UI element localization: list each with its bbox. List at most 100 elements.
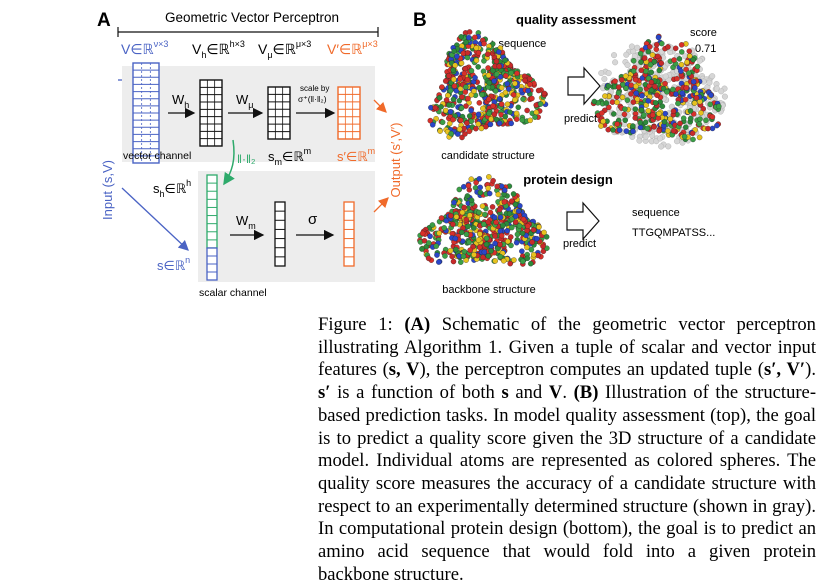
atom [446, 102, 452, 108]
atom [645, 98, 652, 104]
atom [496, 206, 503, 213]
atom [467, 212, 473, 219]
atom [476, 176, 483, 182]
atom [473, 57, 480, 64]
atom [504, 227, 511, 234]
atom [466, 239, 472, 246]
atom [512, 201, 519, 208]
atom [708, 92, 714, 98]
atom [486, 174, 492, 180]
atom [543, 234, 550, 240]
atom [468, 176, 475, 182]
atom [500, 258, 507, 264]
norm-arrow [223, 139, 235, 186]
atom [630, 57, 637, 64]
atom [452, 62, 458, 69]
figure-caption: Figure 1: (A) Schematic of the geometric… [318, 314, 816, 586]
atom [653, 46, 660, 53]
atom [683, 124, 689, 130]
atom [591, 98, 598, 105]
panel-a-letter: A [97, 10, 111, 31]
atom [472, 34, 478, 41]
atom [634, 96, 640, 102]
atom [527, 76, 533, 82]
atom [605, 83, 612, 89]
matrix-frame [337, 86, 361, 140]
atom [639, 93, 645, 99]
atom [498, 232, 505, 239]
reference-atom [611, 52, 618, 59]
predict-arrow-1 [567, 66, 601, 106]
atom [485, 65, 491, 71]
atom [468, 67, 475, 74]
atom [515, 208, 522, 214]
atom [475, 121, 481, 127]
atom [436, 230, 442, 236]
atom [641, 55, 648, 61]
atom [461, 248, 468, 255]
atom [632, 76, 639, 83]
reference-atom [605, 70, 612, 77]
s-m-label: sm∈ℝm [268, 146, 311, 167]
plus-sequence: + sequence [489, 38, 546, 50]
atom [437, 128, 443, 134]
atom [622, 117, 628, 123]
atom [655, 53, 661, 60]
v-out-label: V′∈ℝμ×3 [327, 39, 378, 57]
atom [465, 223, 471, 230]
atom [466, 29, 473, 35]
atom [485, 96, 492, 103]
atom [598, 123, 604, 129]
atom [616, 127, 623, 133]
reference-atom [612, 59, 619, 66]
atom [496, 49, 502, 55]
vector-frame [206, 174, 218, 249]
output-label: Output (s′,V′) [388, 123, 403, 198]
atom [504, 101, 511, 107]
candidate-protein-image [427, 29, 549, 141]
caption-tuple-in: s, V [388, 359, 420, 381]
caption-text-2: ), the perceptron computes an updated tu… [419, 359, 764, 381]
atom [434, 252, 440, 258]
caption-text-1: Schematic of the geometric vector percep… [318, 314, 816, 381]
atom [533, 109, 540, 116]
atom [476, 84, 482, 91]
atom [436, 95, 443, 101]
w-h-label: Wh [172, 92, 189, 110]
atom [670, 108, 677, 114]
atom [494, 183, 500, 190]
atom [637, 119, 644, 126]
atom [500, 222, 506, 229]
atom [512, 219, 519, 225]
atom [684, 59, 690, 65]
atom [441, 225, 447, 231]
atom [693, 95, 700, 101]
atom [530, 227, 537, 233]
atom [495, 191, 501, 198]
atom [487, 121, 494, 128]
atom [671, 57, 677, 63]
atom [697, 116, 703, 122]
scalar-channel-label: scalar channel [199, 287, 267, 299]
atom [610, 127, 616, 133]
atom [471, 251, 477, 258]
atom [656, 128, 662, 134]
scored-protein-image [590, 33, 728, 150]
atom [645, 108, 652, 114]
s-h-vector [206, 174, 218, 249]
reference-atom [665, 143, 672, 150]
atom [488, 116, 494, 122]
atom [619, 94, 626, 101]
atom [678, 42, 685, 48]
atom [541, 90, 548, 97]
atom [651, 59, 658, 65]
atom [486, 190, 493, 197]
caption-text-4: is a function of both [330, 382, 502, 404]
atom [606, 104, 612, 111]
candidate-label: candidate structure [441, 150, 535, 162]
atom [483, 241, 490, 248]
atom [438, 104, 444, 110]
atom [683, 66, 689, 73]
atom [453, 246, 459, 253]
atom [508, 70, 514, 76]
